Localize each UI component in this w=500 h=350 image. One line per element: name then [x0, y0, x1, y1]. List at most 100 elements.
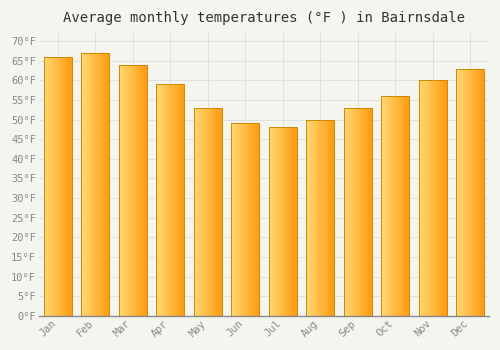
Bar [212, 108, 214, 316]
Bar [82, 53, 83, 316]
Bar [251, 124, 252, 316]
Bar [458, 69, 459, 316]
Bar [245, 124, 246, 316]
Bar [162, 84, 164, 316]
Bar [58, 57, 59, 316]
Bar [431, 80, 432, 316]
Bar [388, 96, 390, 316]
Bar [130, 65, 131, 316]
Bar [138, 65, 139, 316]
Bar [382, 96, 383, 316]
Bar [398, 96, 399, 316]
Bar [475, 69, 476, 316]
Bar [164, 84, 166, 316]
Bar [127, 65, 128, 316]
Bar [284, 127, 286, 316]
Bar [323, 120, 324, 316]
Bar [428, 80, 429, 316]
Bar [353, 108, 354, 316]
Bar [62, 57, 64, 316]
Bar [321, 120, 322, 316]
Bar [482, 69, 484, 316]
Bar [159, 84, 160, 316]
Bar [367, 108, 368, 316]
Bar [220, 108, 221, 316]
Bar [182, 84, 184, 316]
Bar [385, 96, 386, 316]
Bar [64, 57, 65, 316]
Bar [325, 120, 326, 316]
Bar [456, 69, 457, 316]
Bar [124, 65, 125, 316]
Bar [368, 108, 369, 316]
Bar [139, 65, 140, 316]
Bar [106, 53, 108, 316]
Bar [270, 127, 272, 316]
Bar [244, 124, 245, 316]
Bar [156, 84, 184, 316]
Bar [425, 80, 426, 316]
Bar [397, 96, 398, 316]
Bar [210, 108, 212, 316]
Bar [434, 80, 436, 316]
Bar [166, 84, 168, 316]
Bar [474, 69, 475, 316]
Bar [383, 96, 384, 316]
Bar [308, 120, 309, 316]
Bar [98, 53, 99, 316]
Bar [346, 108, 348, 316]
Bar [306, 120, 307, 316]
Bar [175, 84, 176, 316]
Bar [194, 108, 196, 316]
Bar [157, 84, 158, 316]
Bar [128, 65, 129, 316]
Bar [217, 108, 218, 316]
Bar [120, 65, 122, 316]
Bar [161, 84, 162, 316]
Bar [202, 108, 203, 316]
Bar [231, 124, 232, 316]
Bar [318, 120, 319, 316]
Bar [312, 120, 314, 316]
Bar [60, 57, 62, 316]
Bar [310, 120, 311, 316]
Bar [457, 69, 458, 316]
Bar [101, 53, 102, 316]
Bar [254, 124, 256, 316]
Bar [206, 108, 208, 316]
Bar [145, 65, 146, 316]
Bar [470, 69, 471, 316]
Bar [444, 80, 445, 316]
Bar [95, 53, 96, 316]
Bar [370, 108, 371, 316]
Bar [426, 80, 427, 316]
Bar [83, 53, 84, 316]
Bar [314, 120, 316, 316]
Bar [472, 69, 473, 316]
Bar [143, 65, 144, 316]
Bar [81, 53, 109, 316]
Bar [240, 124, 242, 316]
Bar [99, 53, 100, 316]
Bar [311, 120, 312, 316]
Bar [350, 108, 351, 316]
Bar [316, 120, 318, 316]
Bar [328, 120, 330, 316]
Bar [199, 108, 200, 316]
Bar [280, 127, 281, 316]
Bar [291, 127, 292, 316]
Bar [401, 96, 402, 316]
Bar [390, 96, 392, 316]
Bar [235, 124, 236, 316]
Bar [97, 53, 98, 316]
Bar [473, 69, 474, 316]
Bar [170, 84, 171, 316]
Bar [456, 69, 484, 316]
Bar [319, 120, 320, 316]
Bar [381, 96, 382, 316]
Bar [53, 57, 54, 316]
Bar [439, 80, 440, 316]
Bar [442, 80, 443, 316]
Bar [178, 84, 180, 316]
Bar [48, 57, 49, 316]
